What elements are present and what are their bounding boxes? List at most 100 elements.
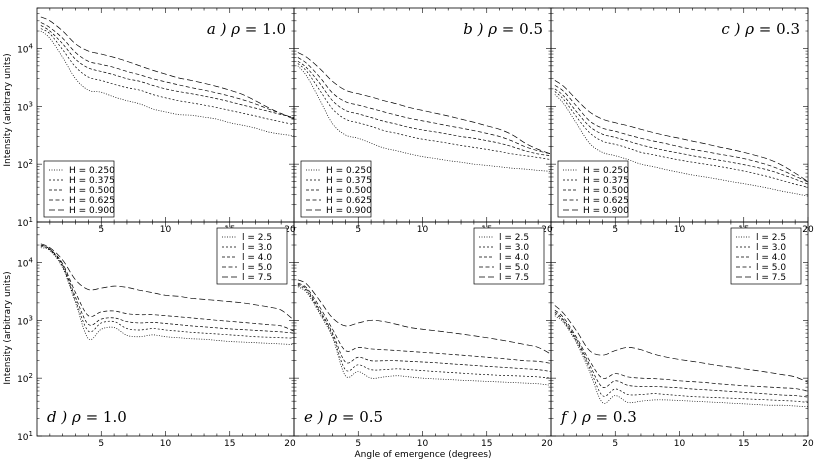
x-tick-label: 15 [481, 439, 492, 449]
series-line [40, 30, 294, 137]
legend-label: l = 7.5 [499, 273, 529, 283]
x-tick-label: 10 [417, 225, 429, 235]
series-line [554, 305, 808, 383]
y-tick-label: 102 [17, 372, 33, 385]
panel-title: d ) ρ = 1.0 [47, 408, 127, 426]
x-axis-label: Angle of emergence (degrees) [355, 450, 492, 460]
panel-title: c ) ρ = 0.3 [721, 20, 800, 38]
series-line [297, 283, 551, 372]
y-axis-label-top: Intensity (arbitrary units) [3, 53, 13, 166]
legend-label: l = 2.5 [242, 233, 272, 243]
legend-label: H = 0.500 [583, 186, 629, 196]
panel-e: 5 10 15 20 e ) ρ = 0.5 l = 2.5l = 3.0l = 4.0 l… [293, 221, 553, 449]
series-line [40, 243, 294, 321]
legend-label: H = 0.500 [326, 186, 372, 196]
legend-label: l = 3.0 [756, 243, 786, 253]
legend-label: l = 2.5 [499, 233, 529, 243]
legend-label: l = 2.5 [756, 233, 786, 243]
series-line [554, 85, 808, 182]
series-line [40, 28, 294, 126]
legend-label: l = 3.0 [242, 243, 272, 253]
series-line [40, 247, 294, 345]
y-tick-label: 101 [17, 430, 33, 443]
x-tick-label: 20 [284, 439, 296, 449]
legend-label: H = 0.625 [583, 196, 629, 206]
legend-label: H = 0.250 [583, 166, 629, 176]
y-tick-label: 104 [17, 256, 33, 269]
series-line [554, 80, 808, 182]
series-line [40, 22, 294, 119]
x-tick-label: 10 [674, 225, 686, 235]
legend-label: H = 0.500 [69, 186, 115, 196]
legend-box [43, 160, 115, 218]
series-line [554, 315, 808, 408]
series-line [554, 313, 808, 403]
series-line [40, 16, 294, 120]
x-tick-label: 5 [612, 225, 618, 235]
legend-label: H = 0.250 [326, 166, 372, 176]
legend-label: H = 0.625 [326, 196, 372, 206]
legend-label: H = 0.375 [326, 176, 372, 186]
y-tick-label: 103 [17, 314, 33, 327]
panel-title: a ) ρ = 1.0 [207, 20, 286, 38]
x-tick-label: 20 [802, 439, 814, 449]
y-tick-label: 104 [17, 42, 33, 55]
legend-label: l = 4.0 [242, 253, 272, 263]
legend: l = 2.5l = 3.0l = 4.0l = 5.0l = 7.5 [730, 227, 802, 285]
series-line [40, 244, 294, 334]
series-line [554, 94, 808, 197]
series-line [297, 63, 551, 160]
x-tick-label: 20 [284, 225, 296, 235]
legend-label: l = 4.0 [499, 253, 529, 263]
legend-box [473, 227, 545, 285]
legend-label: l = 3.0 [499, 243, 529, 253]
legend-label: H = 0.625 [69, 196, 115, 206]
series-line [40, 25, 294, 118]
y-tick-label: 102 [17, 158, 33, 171]
x-tick-label: 5 [98, 439, 104, 449]
series-line [297, 285, 551, 379]
y-axis-label-bottom: Intensity (arbitrary units) [3, 271, 13, 384]
legend-label: H = 0.375 [69, 176, 115, 186]
legend-label: l = 7.5 [242, 273, 272, 283]
series-line [297, 286, 551, 386]
legend-label: l = 4.0 [756, 253, 786, 263]
legend-label: H = 0.900 [326, 206, 372, 216]
series-line [297, 65, 551, 172]
y-tick-label: 101 [17, 216, 33, 229]
x-tick-label: 20 [541, 225, 553, 235]
legend-box [730, 227, 802, 285]
x-tick-label: 10 [160, 225, 172, 235]
legend: l = 2.5l = 3.0l = 4.0l = 5.0l = 7.5 [216, 227, 288, 285]
legend-label: H = 0.900 [69, 206, 115, 216]
legend-box [557, 160, 629, 218]
panel-f: 5 10 15 20f ) ρ = 0.3l = 2.5l = 3.0l = 4.0l… [550, 221, 814, 449]
panel-title: b ) ρ = 0.5 [463, 20, 543, 38]
x-tick-label: 5 [355, 439, 361, 449]
series-line [554, 88, 808, 185]
x-tick-label: 15 [224, 439, 235, 449]
legend-label: l = 7.5 [756, 273, 786, 283]
x-tick-label: 15 [738, 439, 749, 449]
legend-label: l = 5.0 [756, 263, 786, 273]
panel-title: f ) ρ = 0.3 [560, 408, 637, 426]
series-line [554, 311, 808, 398]
series-line [297, 60, 551, 157]
x-tick-label: 20 [541, 439, 553, 449]
series-line [297, 52, 551, 155]
series-line [554, 309, 808, 392]
legend-label: l = 5.0 [242, 263, 272, 273]
x-tick-label: 5 [355, 225, 361, 235]
legend-label: H = 0.375 [583, 176, 629, 186]
x-tick-label: 10 [417, 439, 429, 449]
panel-title: e ) ρ = 0.5 [304, 408, 383, 426]
series-line [297, 282, 551, 364]
series-line [297, 279, 551, 355]
